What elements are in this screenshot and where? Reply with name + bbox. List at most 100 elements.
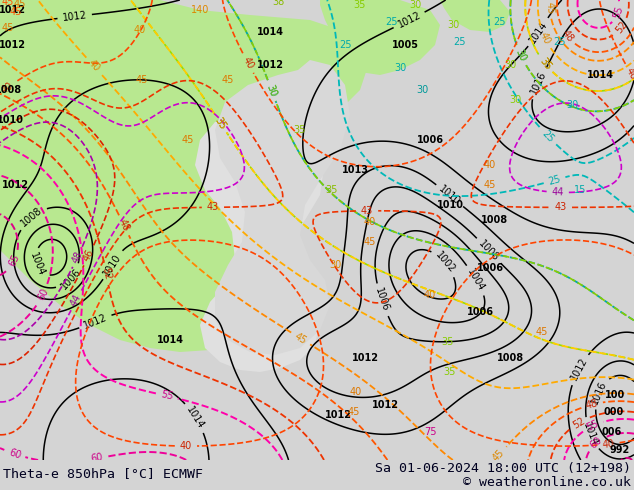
Text: 1006: 1006 xyxy=(467,307,493,317)
Text: 44: 44 xyxy=(69,293,84,308)
Text: 1010: 1010 xyxy=(437,184,462,207)
Text: 000: 000 xyxy=(604,407,624,417)
Text: 48: 48 xyxy=(117,218,131,233)
Text: 48: 48 xyxy=(560,28,575,44)
Text: 48: 48 xyxy=(70,249,85,265)
Polygon shape xyxy=(195,108,325,372)
Text: 40: 40 xyxy=(424,290,436,300)
Text: 30: 30 xyxy=(265,83,278,98)
Text: 1012: 1012 xyxy=(569,356,589,382)
Text: 100: 100 xyxy=(605,390,625,400)
Text: 40: 40 xyxy=(0,80,15,95)
Text: 30: 30 xyxy=(566,100,578,110)
Text: 1005: 1005 xyxy=(392,40,418,50)
Text: Theta-e 850hPa [°C] ECMWF: Theta-e 850hPa [°C] ECMWF xyxy=(3,467,203,481)
Text: 44: 44 xyxy=(552,187,564,197)
Text: 1012: 1012 xyxy=(82,312,108,331)
Text: 45: 45 xyxy=(136,75,148,85)
Text: 52: 52 xyxy=(571,416,586,431)
Text: 45: 45 xyxy=(2,23,14,33)
Text: 30: 30 xyxy=(504,60,516,70)
Text: 35: 35 xyxy=(213,115,228,131)
Text: 1008: 1008 xyxy=(0,85,22,95)
Text: 40: 40 xyxy=(241,55,256,71)
Text: 35: 35 xyxy=(354,0,366,10)
Polygon shape xyxy=(215,60,350,355)
Text: 45: 45 xyxy=(536,327,548,337)
Text: 1014: 1014 xyxy=(184,405,206,431)
Text: 60: 60 xyxy=(588,435,604,451)
Text: 43: 43 xyxy=(361,206,373,216)
Text: 1014: 1014 xyxy=(527,20,550,45)
Text: 1004: 1004 xyxy=(466,267,487,293)
Text: 45: 45 xyxy=(293,331,309,346)
Text: 43: 43 xyxy=(555,202,567,212)
Text: 46: 46 xyxy=(82,247,96,263)
Text: 30: 30 xyxy=(416,85,428,95)
Text: 1012: 1012 xyxy=(396,10,422,30)
Text: 1012: 1012 xyxy=(1,180,29,190)
Text: 1010: 1010 xyxy=(436,200,463,210)
Text: 1006: 1006 xyxy=(58,266,82,291)
Text: 1016: 1016 xyxy=(590,379,609,406)
Text: 40: 40 xyxy=(86,58,101,74)
Text: 35: 35 xyxy=(442,337,454,347)
Text: 1014: 1014 xyxy=(581,420,599,447)
Text: 1014: 1014 xyxy=(586,70,614,80)
Text: 1010: 1010 xyxy=(101,252,123,278)
Text: 006: 006 xyxy=(602,427,622,437)
Text: 992: 992 xyxy=(610,445,630,455)
Text: 1002: 1002 xyxy=(433,250,456,275)
Text: 30: 30 xyxy=(329,260,341,270)
Text: 1008: 1008 xyxy=(19,205,44,229)
Text: 45: 45 xyxy=(545,1,555,14)
Text: 35: 35 xyxy=(537,56,553,72)
Text: 60: 60 xyxy=(90,452,104,465)
Text: 40: 40 xyxy=(538,31,552,46)
Text: 140: 140 xyxy=(191,5,209,15)
Polygon shape xyxy=(320,0,440,75)
Text: 55: 55 xyxy=(160,390,174,402)
Text: 1012: 1012 xyxy=(351,353,378,363)
Text: 25: 25 xyxy=(540,128,556,145)
Text: 25: 25 xyxy=(339,40,351,50)
Text: 1006: 1006 xyxy=(477,263,503,273)
Text: 30: 30 xyxy=(265,83,278,98)
Text: 35: 35 xyxy=(294,125,306,135)
Text: 60: 60 xyxy=(7,447,22,461)
Text: 40: 40 xyxy=(180,441,192,451)
Text: 40: 40 xyxy=(134,25,146,35)
Text: 48: 48 xyxy=(585,398,599,411)
Text: 40: 40 xyxy=(364,217,376,227)
Text: 40: 40 xyxy=(623,66,634,81)
Text: 65: 65 xyxy=(7,253,22,268)
Text: 1012: 1012 xyxy=(257,60,283,70)
Text: 35: 35 xyxy=(213,115,228,131)
Text: 45: 45 xyxy=(484,180,496,190)
Text: 40: 40 xyxy=(602,439,615,450)
Text: Sa 01-06-2024 18:00 UTC (12+198): Sa 01-06-2024 18:00 UTC (12+198) xyxy=(375,462,631,474)
Text: 1013: 1013 xyxy=(342,165,368,175)
Text: 35: 35 xyxy=(326,185,338,195)
Text: 1012: 1012 xyxy=(325,410,351,420)
Text: 30: 30 xyxy=(514,48,528,63)
Text: 35: 35 xyxy=(444,367,456,377)
Text: 15: 15 xyxy=(574,185,586,195)
Text: 1014: 1014 xyxy=(157,335,183,345)
Polygon shape xyxy=(0,0,370,352)
Text: 1012: 1012 xyxy=(372,400,399,410)
Text: 45: 45 xyxy=(10,7,22,17)
Text: 45: 45 xyxy=(182,135,194,145)
Text: 25: 25 xyxy=(547,173,562,187)
Text: 45: 45 xyxy=(222,75,234,85)
Text: 40: 40 xyxy=(484,160,496,170)
Polygon shape xyxy=(440,0,510,32)
Text: 55: 55 xyxy=(611,5,624,20)
Text: 45: 45 xyxy=(14,0,26,9)
Text: 52: 52 xyxy=(100,267,112,281)
Text: 1008: 1008 xyxy=(477,239,501,263)
Text: 40: 40 xyxy=(350,387,362,397)
Text: 30: 30 xyxy=(514,48,528,63)
Text: 25: 25 xyxy=(453,37,465,47)
Text: 30: 30 xyxy=(447,20,459,30)
